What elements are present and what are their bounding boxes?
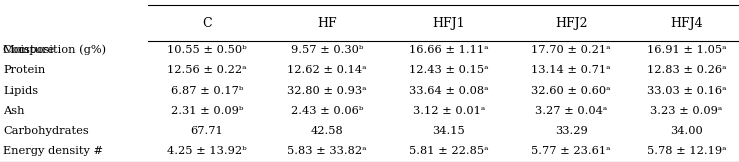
Text: 33.03 ± 0.16ᵃ: 33.03 ± 0.16ᵃ [647, 86, 726, 96]
Text: HFJ4: HFJ4 [670, 17, 703, 30]
Text: 10.55 ± 0.50ᵇ: 10.55 ± 0.50ᵇ [167, 45, 247, 55]
Text: 3.23 ± 0.09ᵃ: 3.23 ± 0.09ᵃ [650, 106, 723, 116]
Text: 13.14 ± 0.71ᵃ: 13.14 ± 0.71ᵃ [531, 65, 611, 75]
Text: 3.27 ± 0.04ᵃ: 3.27 ± 0.04ᵃ [535, 106, 607, 116]
Text: 33.29: 33.29 [555, 126, 588, 136]
Text: 5.81 ± 22.85ᵃ: 5.81 ± 22.85ᵃ [409, 146, 488, 156]
Text: 3.12 ± 0.01ᵃ: 3.12 ± 0.01ᵃ [413, 106, 485, 116]
Text: 34.15: 34.15 [432, 126, 466, 136]
Text: 17.70 ± 0.21ᵃ: 17.70 ± 0.21ᵃ [531, 45, 611, 55]
Text: 12.83 ± 0.26ᵃ: 12.83 ± 0.26ᵃ [647, 65, 726, 75]
Text: 42.58: 42.58 [310, 126, 344, 136]
Text: Composition (g%): Composition (g%) [3, 44, 106, 55]
Text: Carbohydrates: Carbohydrates [3, 126, 89, 136]
Text: Protein: Protein [3, 65, 45, 75]
Text: HFJ1: HFJ1 [432, 17, 466, 30]
Text: 2.31 ± 0.09ᵇ: 2.31 ± 0.09ᵇ [171, 106, 243, 116]
Text: 34.00: 34.00 [670, 126, 703, 136]
Text: Ash: Ash [3, 106, 24, 116]
Text: Lipids: Lipids [3, 86, 38, 96]
Text: 32.60 ± 0.60ᵃ: 32.60 ± 0.60ᵃ [531, 86, 611, 96]
Text: 6.87 ± 0.17ᵇ: 6.87 ± 0.17ᵇ [171, 86, 243, 96]
Text: 67.71: 67.71 [191, 126, 223, 136]
Text: Energy density #: Energy density # [3, 146, 103, 156]
Text: 5.77 ± 23.61ᵃ: 5.77 ± 23.61ᵃ [531, 146, 611, 156]
Text: HF: HF [317, 17, 337, 30]
Text: 5.78 ± 12.19ᵃ: 5.78 ± 12.19ᵃ [647, 146, 726, 156]
Text: 4.25 ± 13.92ᵇ: 4.25 ± 13.92ᵇ [167, 146, 247, 156]
Text: 16.66 ± 1.11ᵃ: 16.66 ± 1.11ᵃ [409, 45, 488, 55]
Text: 33.64 ± 0.08ᵃ: 33.64 ± 0.08ᵃ [409, 86, 488, 96]
Text: 12.43 ± 0.15ᵃ: 12.43 ± 0.15ᵃ [409, 65, 488, 75]
Text: HFJ2: HFJ2 [555, 17, 588, 30]
Text: 5.83 ± 33.82ᵃ: 5.83 ± 33.82ᵃ [287, 146, 367, 156]
Text: Moisture: Moisture [3, 45, 55, 55]
Text: 9.57 ± 0.30ᵇ: 9.57 ± 0.30ᵇ [290, 45, 364, 55]
Text: 12.56 ± 0.22ᵃ: 12.56 ± 0.22ᵃ [167, 65, 247, 75]
Text: 32.80 ± 0.93ᵃ: 32.80 ± 0.93ᵃ [287, 86, 367, 96]
Text: 2.43 ± 0.06ᵇ: 2.43 ± 0.06ᵇ [290, 106, 364, 116]
Text: C: C [202, 17, 212, 30]
Text: 16.91 ± 1.05ᵃ: 16.91 ± 1.05ᵃ [647, 45, 726, 55]
Text: 12.62 ± 0.14ᵃ: 12.62 ± 0.14ᵃ [287, 65, 367, 75]
